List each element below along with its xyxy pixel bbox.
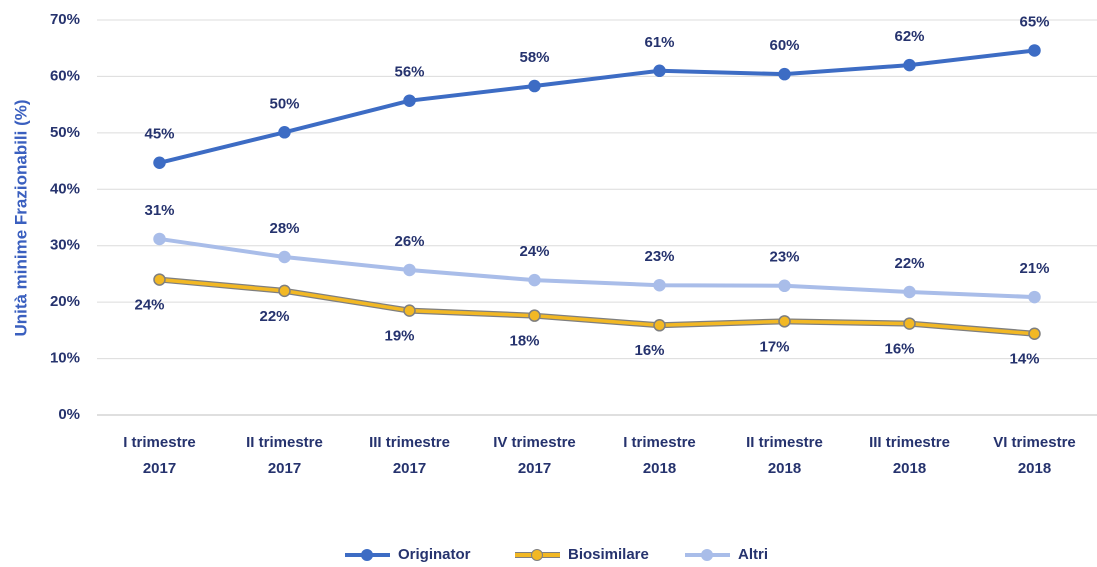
legend-label: Originator: [398, 546, 471, 563]
data-label: 58%: [519, 49, 549, 66]
data-label: 21%: [1019, 260, 1049, 277]
marker: [1028, 290, 1041, 304]
y-tick-label: 40%: [50, 180, 80, 197]
marker: [403, 304, 416, 317]
x-tick-label: II trimestre 2017: [246, 434, 323, 477]
data-label: 22%: [894, 255, 924, 272]
x-tick-label: III trimestre 2018: [869, 434, 950, 477]
line: [159, 48, 1035, 165]
marker: [778, 279, 791, 293]
data-label: 45%: [144, 126, 174, 143]
data-label: 14%: [1009, 351, 1039, 368]
x-tick-label: III trimestre 2017: [369, 434, 450, 477]
y-tick-label: 60%: [50, 67, 80, 84]
marker: [153, 273, 166, 286]
x-tick-label: I trimestre 2017: [123, 434, 196, 477]
data-label: 24%: [519, 243, 549, 260]
marker: [778, 67, 791, 81]
data-label: 17%: [759, 338, 789, 355]
data-label: 61%: [644, 34, 674, 51]
marker: [153, 156, 166, 170]
data-label: 23%: [644, 248, 674, 265]
data-label: 31%: [144, 202, 174, 219]
line: [159, 236, 1035, 300]
y-tick-label: 50%: [50, 124, 80, 141]
data-label: 24%: [134, 297, 164, 314]
marker: [1028, 327, 1041, 340]
y-axis-title: Unità minime Frazionabili (%): [11, 99, 30, 336]
y-tick-label: 30%: [50, 237, 80, 254]
line: [159, 277, 1035, 336]
data-label: 16%: [634, 342, 664, 359]
y-tick-label: 0%: [58, 406, 80, 423]
marker: [653, 64, 666, 78]
marker: [653, 278, 666, 292]
data-label: 28%: [269, 220, 299, 237]
data-label: 19%: [384, 328, 414, 345]
data-label: 22%: [259, 308, 289, 325]
legend-marker: [531, 549, 543, 561]
marker: [278, 126, 291, 139]
marker: [153, 232, 166, 246]
marker: [278, 250, 291, 264]
y-tick-label: 10%: [50, 350, 80, 367]
marker: [778, 315, 791, 328]
y-tick-label: 70%: [50, 11, 80, 28]
marker: [903, 317, 916, 330]
line-outline: [159, 276, 1035, 337]
legend-marker: [361, 549, 373, 561]
marker: [528, 79, 541, 93]
x-tick-label: I trimestre 2018: [623, 434, 696, 477]
data-label: 18%: [509, 333, 539, 350]
marker: [653, 319, 666, 332]
data-label: 23%: [769, 249, 799, 266]
marker: [403, 94, 416, 107]
y-tick-label: 20%: [50, 293, 80, 310]
data-label: 65%: [1019, 13, 1049, 30]
marker: [903, 58, 916, 72]
data-label: 60%: [769, 37, 799, 54]
data-label: 50%: [269, 95, 299, 112]
legend-label: Altri: [738, 546, 768, 563]
marker: [528, 309, 541, 322]
marker: [278, 284, 291, 298]
data-label: 56%: [394, 64, 424, 81]
data-label: 26%: [394, 233, 424, 250]
marker: [528, 273, 541, 287]
x-tick-label: VI trimestre 2018: [993, 434, 1076, 477]
marker: [903, 285, 916, 299]
legend-marker: [701, 549, 713, 561]
data-label: 16%: [884, 341, 914, 358]
marker: [1028, 44, 1041, 57]
marker: [403, 263, 416, 277]
data-label: 62%: [894, 28, 924, 45]
x-tick-label: IV trimestre 2017: [493, 434, 576, 477]
legend-label: Biosimilare: [568, 546, 649, 563]
x-tick-label: II trimestre 2018: [746, 434, 823, 477]
